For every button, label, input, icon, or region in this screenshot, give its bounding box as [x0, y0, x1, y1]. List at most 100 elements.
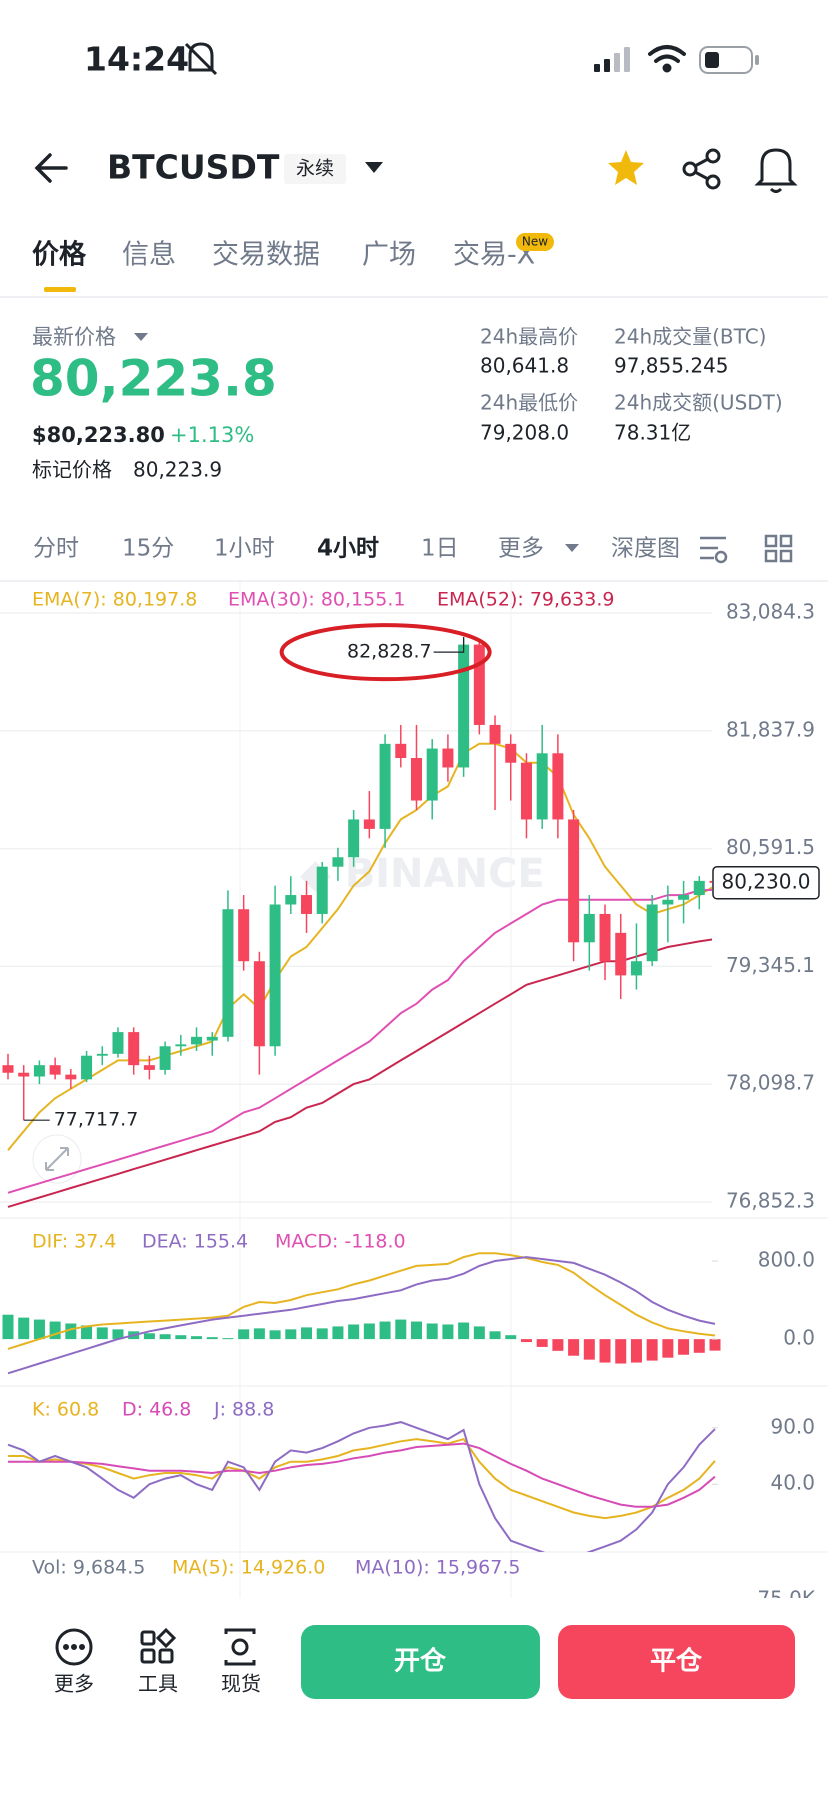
legend-entry: Vol: 9,684.5: [32, 1557, 145, 1579]
histogram-bar: [143, 1333, 155, 1340]
y-tick-label: 78,098.7: [726, 1071, 815, 1095]
histogram-bar: [693, 1339, 705, 1353]
legend-entry: DIF: 37.4: [32, 1231, 116, 1253]
panel-plot: [0, 612, 712, 1208]
y-tick-label: 83,084.3: [726, 600, 815, 624]
legend-entry: EMA(30): 80,155.1: [228, 589, 405, 611]
label-dropdown[interactable]: [134, 333, 148, 341]
tab[interactable]: 信息: [122, 240, 176, 271]
candle-body: [615, 932, 627, 976]
interval-tab[interactable]: 15分: [122, 536, 174, 562]
action-label[interactable]: 工具: [138, 1672, 178, 1696]
tab[interactable]: 广场: [362, 240, 416, 271]
last-price-label: 80,230.0: [721, 869, 810, 893]
histogram-bar: [159, 1334, 171, 1340]
histogram-bar: [253, 1328, 265, 1340]
favorite-star[interactable]: [608, 150, 644, 185]
indicator-line: [7, 742, 712, 1151]
mark-price: 80,223.9: [133, 458, 222, 482]
candle-body: [473, 644, 485, 725]
open-button[interactable]: [301, 1625, 540, 1699]
action-label[interactable]: 现货: [221, 1672, 261, 1696]
histogram-bar: [505, 1335, 517, 1340]
histogram-bar: [615, 1339, 627, 1364]
histogram-bar: [81, 1325, 93, 1340]
histogram-bar: [206, 1337, 218, 1340]
fullscreen-button[interactable]: [32, 1134, 82, 1184]
legend-entry: J: 88.8: [213, 1399, 274, 1421]
chart-area: 83,084.3 81,837.9 80,591.5 79,345.1 78,098.7…: [0, 589, 820, 1611]
histogram-bar: [395, 1319, 407, 1340]
interval-tab[interactable]: 1小时: [214, 536, 275, 562]
candle-body: [222, 909, 234, 1037]
more-icon[interactable]: [55, 1628, 93, 1666]
annotation-leader: [433, 637, 465, 653]
candle-body: [96, 1053, 108, 1056]
symbol-dropdown[interactable]: [365, 162, 383, 173]
stat-value: 80,641.8: [480, 354, 569, 378]
y-tick-label: 81,837.9: [726, 717, 815, 741]
share-button[interactable]: [682, 148, 721, 190]
contract-badge: 永续: [296, 158, 334, 180]
candle-body: [206, 1036, 218, 1041]
histogram-bar: [426, 1323, 438, 1340]
candle-body: [49, 1065, 61, 1075]
candle-body: [363, 819, 375, 829]
histogram-bar: [599, 1339, 611, 1363]
last-price-label: 最新价格: [32, 325, 116, 349]
histogram-bar: [458, 1322, 470, 1340]
histogram-bar: [536, 1339, 548, 1347]
candle-body: [285, 895, 297, 905]
indicator-line: [7, 1421, 716, 1552]
layout-button[interactable]: [764, 534, 793, 563]
interval-tab[interactable]: 深度图: [611, 536, 680, 562]
y-tick-label: 40.0: [770, 1471, 815, 1495]
mark-price-label: 标记价格: [32, 458, 112, 482]
indicator-line: [8, 1442, 716, 1508]
back-button[interactable]: [34, 153, 68, 183]
histogram-bar: [2, 1314, 14, 1340]
tools-icon[interactable]: [140, 1627, 177, 1664]
histogram-bar: [678, 1339, 690, 1355]
legend-entry: EMA(7): 80,197.8: [32, 589, 197, 611]
stat-label: 24h最高价: [480, 325, 578, 349]
candle-body: [505, 743, 517, 763]
y-tick-label: 76,852.3: [726, 1189, 815, 1213]
indicator-line: [8, 1437, 716, 1520]
tab[interactable]: 交易数据: [212, 240, 320, 271]
indicator-settings[interactable]: [700, 536, 728, 564]
candle-body: [646, 904, 658, 962]
candle-body: [301, 895, 313, 914]
close-button-label[interactable]: 平仓: [650, 1646, 703, 1677]
candle-body: [630, 961, 642, 976]
histogram-bar: [49, 1321, 61, 1340]
interval-tab[interactable]: 分时: [33, 536, 79, 562]
open-button-label[interactable]: 开仓: [394, 1646, 447, 1677]
legend-entry: D: 46.8: [122, 1399, 191, 1421]
candle-body: [709, 880, 712, 883]
action-label[interactable]: 更多: [54, 1672, 94, 1696]
histogram-bar: [112, 1329, 124, 1340]
y-tick-label: 80,591.5: [726, 835, 815, 859]
tab[interactable]: 价格: [32, 240, 87, 271]
candle-body: [442, 748, 454, 768]
price-change: +1.13%: [170, 423, 254, 447]
histogram-bar: [410, 1321, 422, 1340]
candle-body: [348, 819, 360, 858]
new-badge-bg: [516, 233, 554, 251]
interval-tab[interactable]: 更多: [498, 536, 544, 562]
interval-tab[interactable]: 4小时: [317, 536, 379, 562]
candle-body: [238, 909, 250, 962]
tab-indicator: [44, 287, 76, 292]
close-button[interactable]: [558, 1625, 795, 1699]
stat-value: 97,855.245: [614, 354, 729, 378]
alert-button[interactable]: [754, 148, 798, 193]
histogram-bar: [662, 1339, 674, 1358]
histogram-bar: [96, 1327, 108, 1340]
histogram-bar: [552, 1339, 564, 1351]
histogram-bar: [473, 1326, 485, 1340]
spot-icon[interactable]: [224, 1628, 256, 1666]
interval-tab[interactable]: 1日: [421, 536, 459, 562]
